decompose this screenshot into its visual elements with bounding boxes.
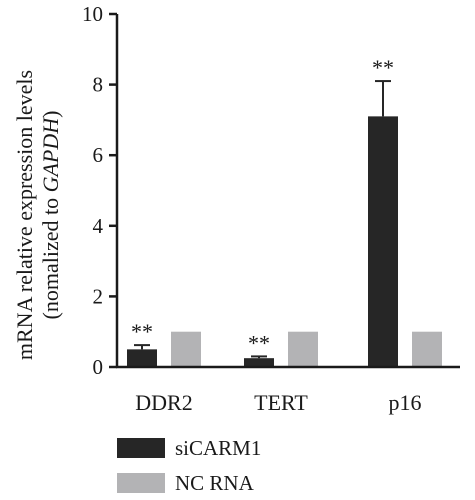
legend: siCARM1 NC RNA [117,436,261,495]
y-axis-title-line2-prefix: (nomalized to [38,192,63,319]
significance-label: ** [372,55,394,80]
y-axis-title-line2-suffix: ) [38,111,63,118]
bar-sicarm1 [127,349,157,367]
bar-nc-rna [171,331,201,367]
bar-sicarm1 [368,116,398,368]
y-axis-title-line1: mRNA relative expression levels [12,70,37,360]
legend-swatch [117,473,165,493]
y-axis-title: mRNA relative expression levels (nomaliz… [12,70,63,360]
bar-nc-rna [288,331,318,367]
significance-label: ** [248,330,270,355]
y-tick-label: 10 [82,2,103,26]
y-tick-label: 0 [93,355,104,379]
y-tick-label: 6 [93,143,104,167]
y-axis-title-line2: (nomalized to GAPDH) [38,111,63,320]
y-tick-label: 8 [93,73,104,97]
legend-swatch [117,438,165,458]
bar-nc-rna [412,331,442,367]
bars-layer: ** ** ** [127,55,442,368]
y-axis-title-gene: GAPDH [38,117,63,193]
y-axis-ticks: 0 2 4 6 8 10 [82,2,117,379]
x-category-label: p16 [389,390,422,415]
bar-sicarm1 [244,358,274,367]
y-tick-label: 4 [93,214,104,238]
x-category-label: DDR2 [135,390,192,415]
y-tick-label: 2 [93,284,104,308]
x-category-label: TERT [254,390,308,415]
legend-label: NC RNA [175,471,255,495]
x-axis-labels: DDR2 TERT p16 [135,390,421,415]
legend-label: siCARM1 [175,436,261,460]
significance-label: ** [131,319,153,344]
